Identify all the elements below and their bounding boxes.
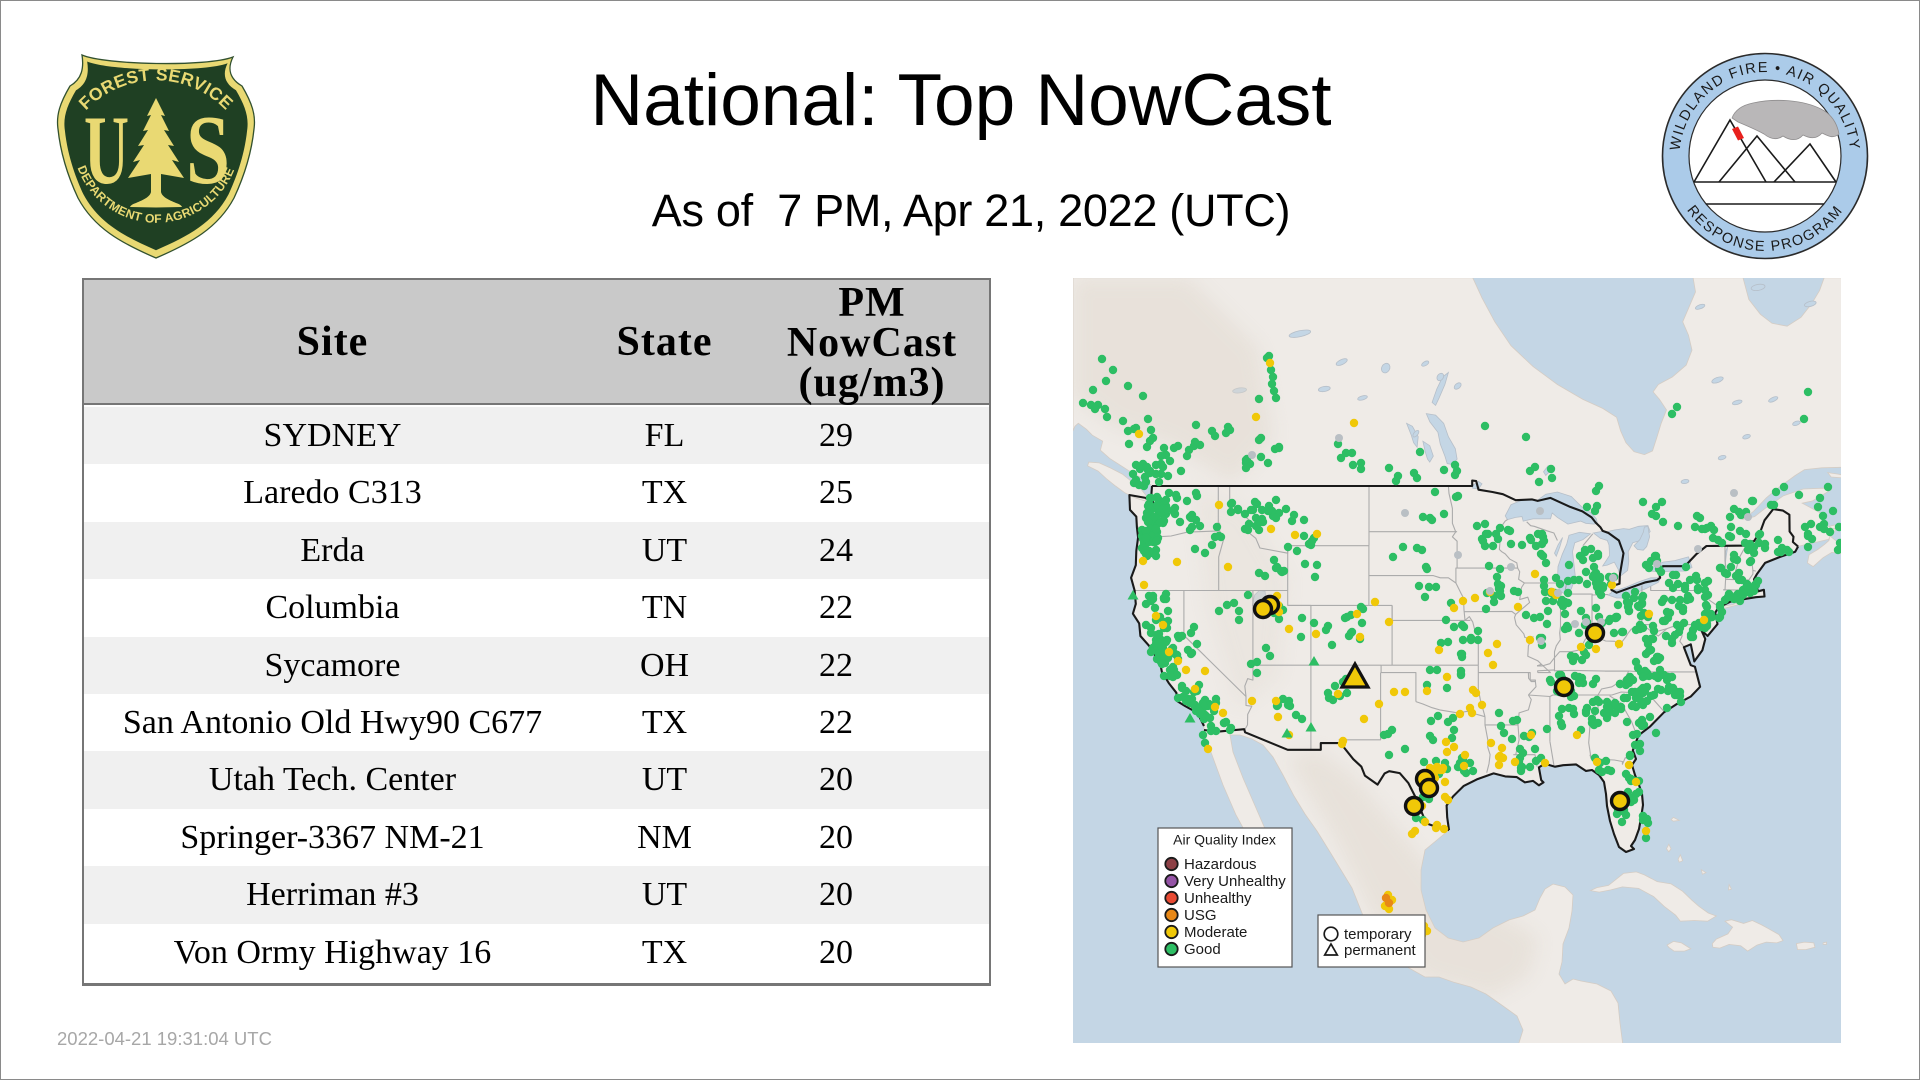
svg-text:U: U (84, 96, 129, 205)
svg-text:Unhealthy: Unhealthy (1184, 890, 1252, 907)
svg-text:S: S (186, 96, 230, 205)
svg-text:Moderate: Moderate (1184, 924, 1247, 941)
svg-text:Hazardous: Hazardous (1184, 856, 1257, 873)
svg-text:Very Unhealthy: Very Unhealthy (1184, 873, 1286, 890)
svg-text:permanent: permanent (1344, 942, 1417, 959)
svg-text:temporary: temporary (1344, 926, 1412, 943)
svg-text:USG: USG (1184, 907, 1217, 924)
svg-text:Good: Good (1184, 941, 1221, 958)
svg-text:Air Quality Index: Air Quality Index (1173, 832, 1276, 848)
